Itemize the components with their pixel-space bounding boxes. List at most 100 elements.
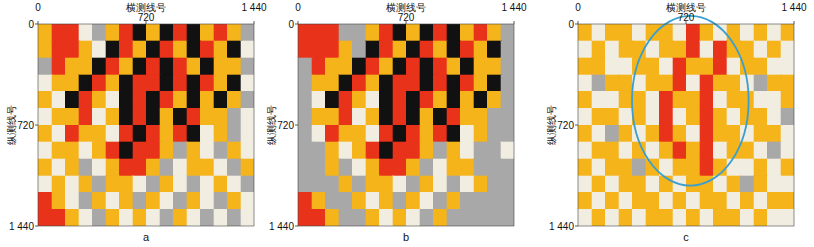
cell xyxy=(160,24,174,41)
cell xyxy=(325,159,339,176)
cell xyxy=(767,58,781,75)
cell xyxy=(379,108,393,125)
figure: 07201 440横测线号07201 440纵测线号a07201 440横测线号… xyxy=(0,0,814,247)
cell xyxy=(38,142,52,159)
cell xyxy=(754,176,768,193)
cell xyxy=(366,24,380,41)
cell xyxy=(501,91,515,108)
cell xyxy=(501,125,515,142)
y-tick xyxy=(35,24,38,25)
cell xyxy=(727,75,741,92)
cell xyxy=(52,41,66,58)
cell xyxy=(781,125,795,142)
cell xyxy=(187,125,201,142)
cell xyxy=(619,24,633,41)
cell xyxy=(727,159,741,176)
cell xyxy=(592,125,606,142)
y-tick xyxy=(35,226,38,227)
cell xyxy=(366,142,380,159)
cell xyxy=(298,192,312,209)
cell xyxy=(133,142,147,159)
cell xyxy=(406,108,420,125)
cell xyxy=(487,75,501,92)
cell xyxy=(298,75,312,92)
cell xyxy=(379,58,393,75)
cell xyxy=(501,192,515,209)
cell xyxy=(605,159,619,176)
x-tick-label: 0 xyxy=(295,2,301,13)
cell xyxy=(487,159,501,176)
cell xyxy=(312,75,326,92)
cell xyxy=(713,41,727,58)
x-tick xyxy=(794,21,795,24)
cell xyxy=(366,159,380,176)
cell xyxy=(38,159,52,176)
cell xyxy=(106,108,120,125)
cell xyxy=(379,142,393,159)
cell xyxy=(781,142,795,159)
cell xyxy=(447,58,461,75)
cell xyxy=(352,209,366,226)
cell xyxy=(767,91,781,108)
cell xyxy=(352,58,366,75)
cell xyxy=(713,58,727,75)
cell xyxy=(460,125,474,142)
panel: 07201 440横测线号07201 440纵测线号c xyxy=(546,2,807,243)
cell xyxy=(241,209,255,226)
cell xyxy=(52,24,66,41)
cell xyxy=(52,176,66,193)
x-axis-title: 横测线号 xyxy=(126,2,166,13)
cell xyxy=(592,192,606,209)
cell xyxy=(686,58,700,75)
cell xyxy=(325,58,339,75)
cell xyxy=(52,58,66,75)
cell xyxy=(92,125,106,142)
cell xyxy=(379,192,393,209)
cell xyxy=(298,91,312,108)
cell xyxy=(227,108,241,125)
cell xyxy=(160,125,174,142)
cell xyxy=(119,108,133,125)
cell xyxy=(592,159,606,176)
cell xyxy=(420,41,434,58)
cell xyxy=(366,209,380,226)
cell xyxy=(214,125,228,142)
cell xyxy=(767,41,781,58)
cell xyxy=(406,142,420,159)
cell xyxy=(52,142,66,159)
cell xyxy=(754,209,768,226)
cell xyxy=(146,24,160,41)
cell xyxy=(160,58,174,75)
cell xyxy=(474,91,488,108)
cell xyxy=(200,209,214,226)
cell xyxy=(393,75,407,92)
cell xyxy=(740,209,754,226)
cell xyxy=(312,58,326,75)
cell xyxy=(433,209,447,226)
cell xyxy=(501,159,515,176)
cell xyxy=(781,41,795,58)
cell xyxy=(339,91,353,108)
cells xyxy=(578,24,794,226)
cell xyxy=(160,91,174,108)
cell xyxy=(767,159,781,176)
cell xyxy=(119,125,133,142)
cell xyxy=(65,108,79,125)
cell xyxy=(433,58,447,75)
cell xyxy=(214,209,228,226)
cell xyxy=(92,176,106,193)
cell xyxy=(200,91,214,108)
cell xyxy=(146,125,160,142)
cell xyxy=(325,75,339,92)
y-tick-label: 1 440 xyxy=(9,221,34,232)
cell xyxy=(160,41,174,58)
cell xyxy=(646,159,660,176)
cell xyxy=(474,176,488,193)
cell xyxy=(173,75,187,92)
cell xyxy=(447,125,461,142)
cell xyxy=(433,24,447,41)
cell xyxy=(79,75,93,92)
cell xyxy=(632,24,646,41)
cell xyxy=(379,91,393,108)
cell xyxy=(781,176,795,193)
